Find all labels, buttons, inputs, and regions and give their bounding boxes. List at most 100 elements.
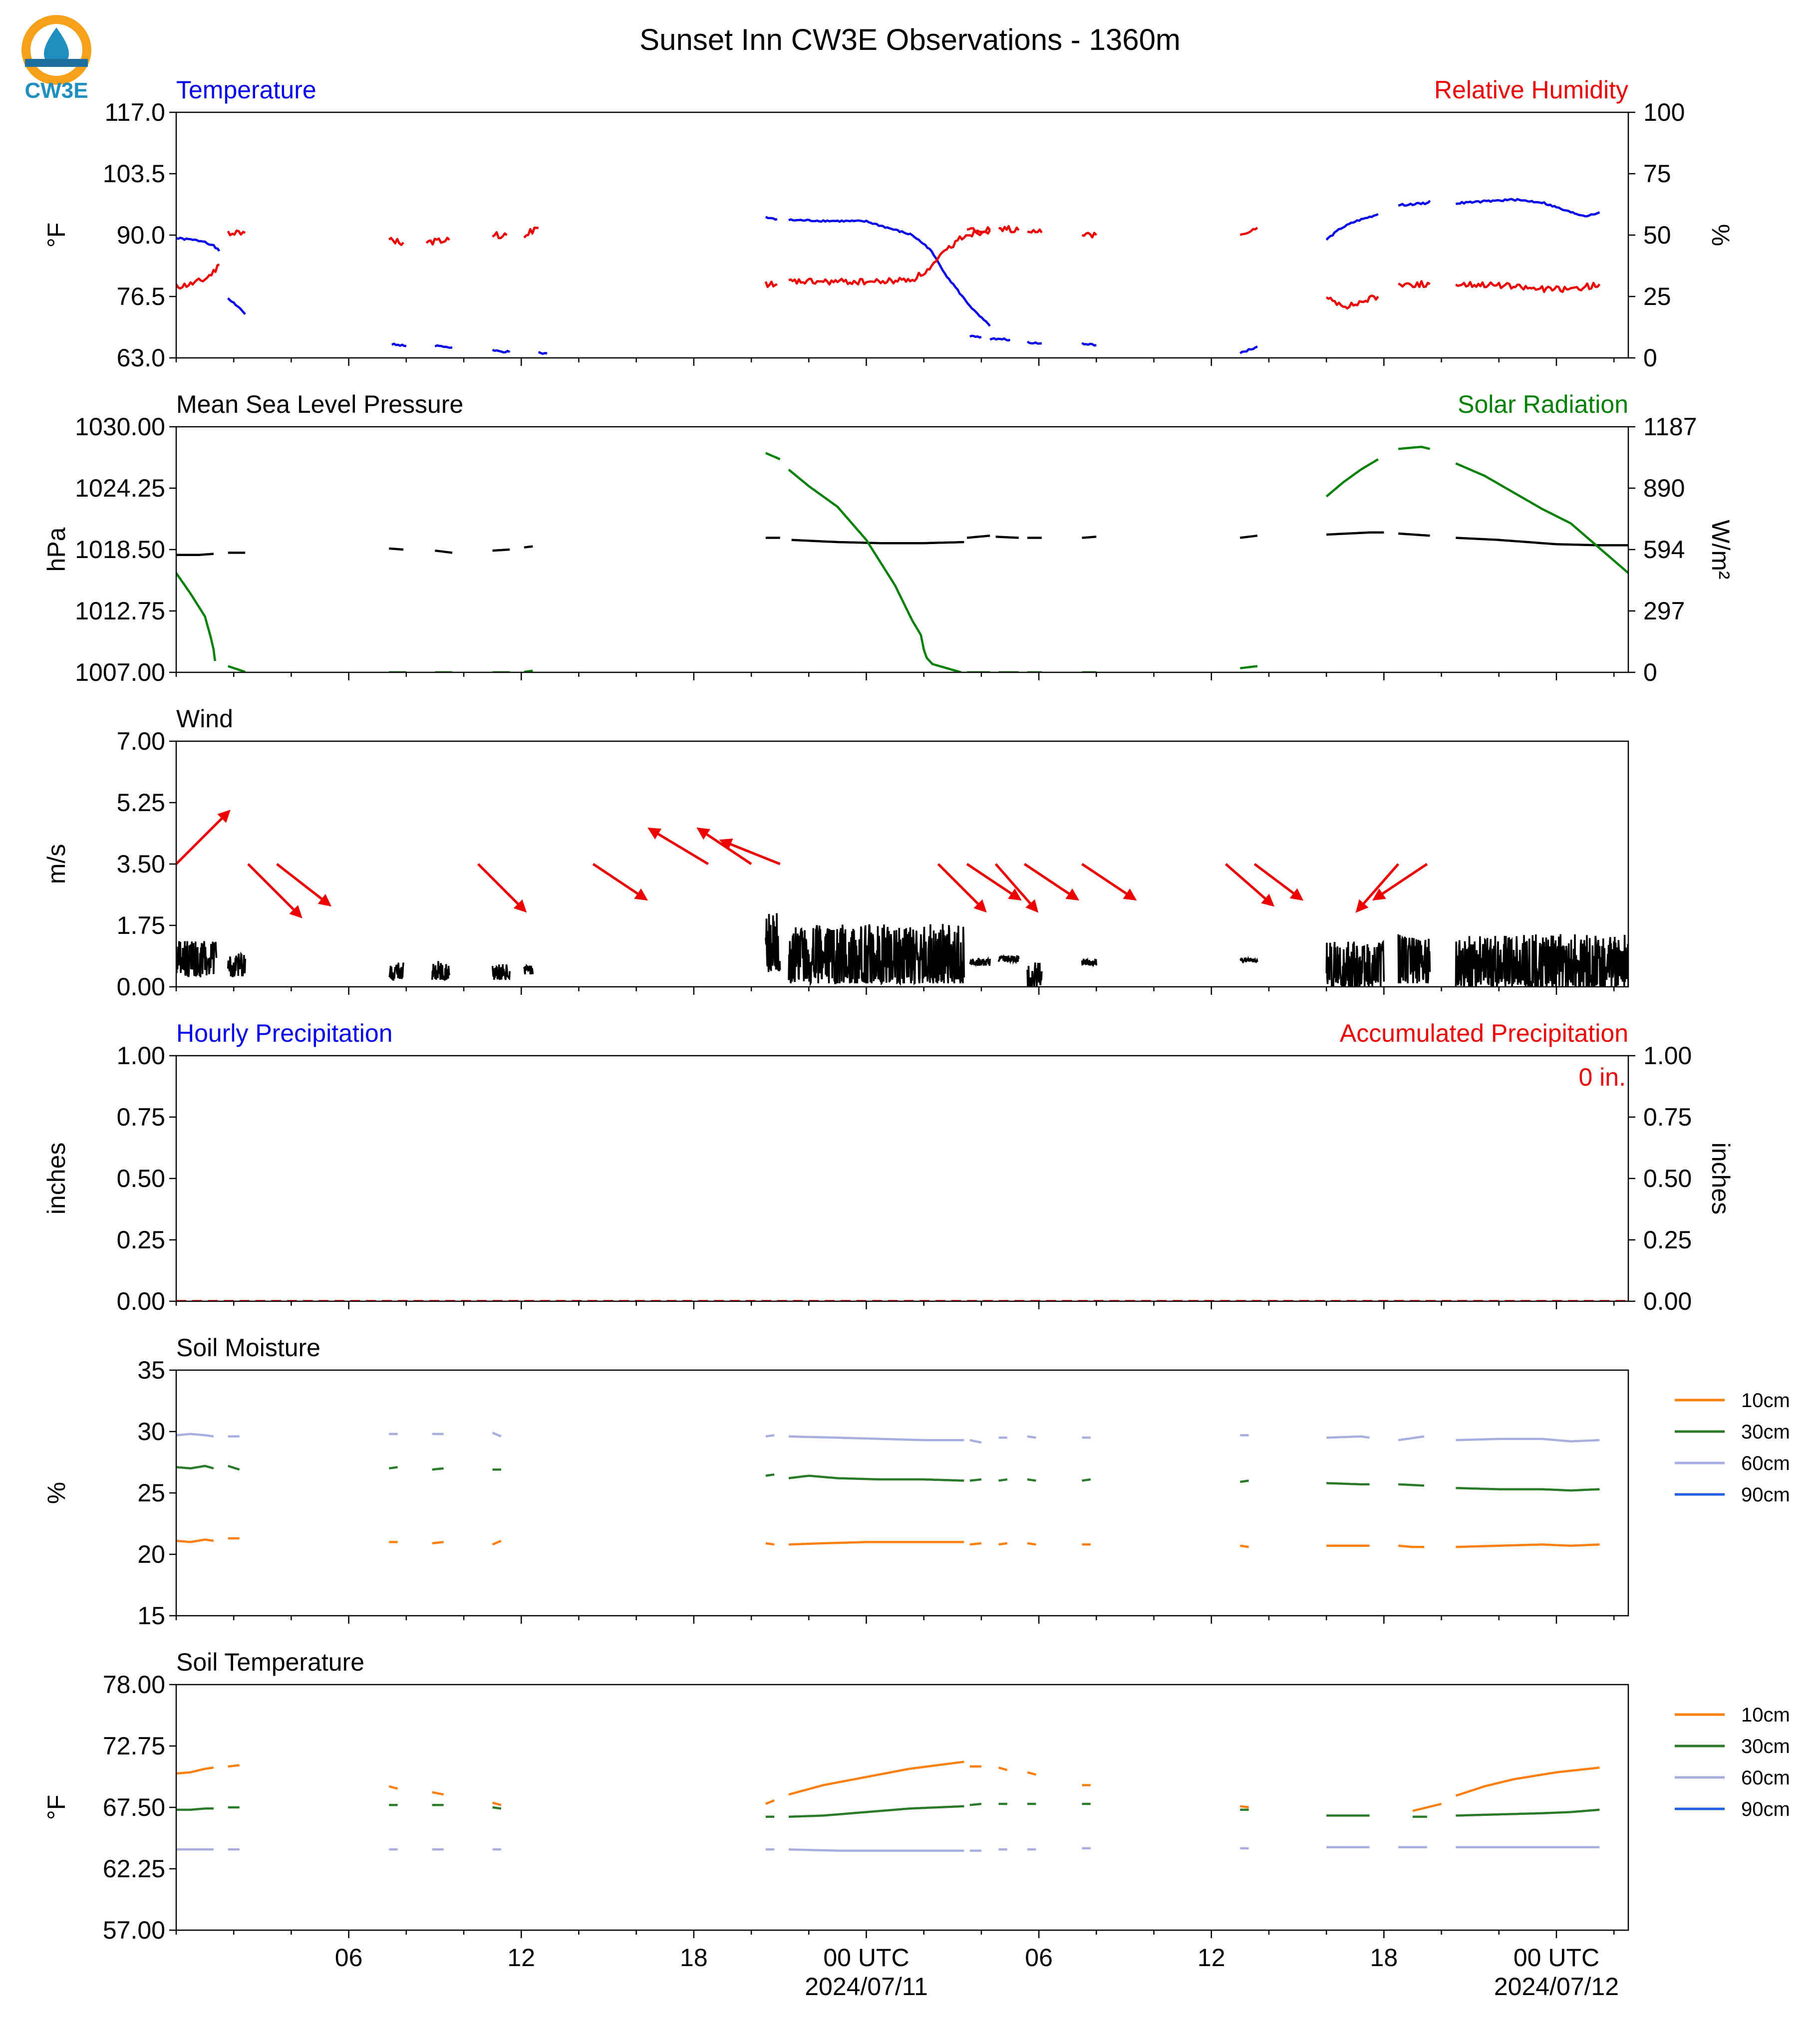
precip-total-annotation: 0 in.: [1578, 1063, 1626, 1091]
series-line-right: [1027, 228, 1043, 234]
series-line-right: [492, 231, 508, 240]
x-date-label: 2024/07/11: [805, 1973, 928, 2001]
series-line-left: [1026, 340, 1042, 345]
panel-2: Mean Sea Level Pressure Solar Radiation 10…: [42, 390, 1735, 686]
panel-frame: [175, 1369, 1629, 1617]
y-tick-label: 78.00: [103, 1671, 165, 1699]
y-right-tick-label: 1.00: [1643, 1042, 1692, 1070]
series-line-left: [1326, 531, 1384, 536]
wind-direction-arrow: [477, 863, 527, 913]
series-line-10cm: [492, 1801, 502, 1806]
panel-frame: [175, 111, 1629, 359]
y-tick-label: 3.50: [117, 850, 165, 878]
wind-speed-line: [1026, 962, 1043, 987]
plot-area: [176, 1760, 1600, 1852]
wind-direction-arrow: [1372, 863, 1428, 901]
series-line-left: [176, 237, 221, 252]
series-line-right: [1398, 280, 1431, 289]
series-line-30cm: [388, 1466, 398, 1470]
series-line-10cm: [388, 1785, 398, 1790]
series-line-left: [1081, 342, 1097, 347]
y-tick-label: 35: [137, 1356, 165, 1384]
y-tick-label: 5.25: [117, 789, 165, 817]
legend-label: 10cm: [1741, 1390, 1790, 1412]
x-tick-label: 12: [507, 1944, 535, 1972]
series-line-right: [1455, 462, 1628, 574]
series-line-30cm: [228, 1464, 240, 1471]
wind-direction-arrow: [276, 863, 332, 907]
y-right-tick-label: 100: [1643, 98, 1685, 126]
series-line-30cm: [1239, 1479, 1249, 1483]
x-tick-label: 12: [1198, 1944, 1225, 1972]
x-tick-label: 00 UTC: [1514, 1944, 1599, 1972]
series-line-left: [434, 344, 453, 349]
y-tick-label: 1030.00: [75, 413, 165, 441]
series-line-left: [966, 534, 990, 539]
series-line-left: [765, 216, 778, 221]
logo-drop-icon: [44, 27, 69, 66]
series-line-right: [1398, 445, 1431, 450]
wind-speed-line: [227, 951, 246, 977]
panel-title-left: Hourly Precipitation: [176, 1019, 393, 1047]
x-date-label: 2024/07/12: [1494, 1973, 1619, 2001]
panel-title-right: Accumulated Precipitation: [1340, 1019, 1628, 1047]
panel-frame: [175, 426, 1629, 673]
x-tick-label: 06: [1025, 1944, 1053, 1972]
series-line-left: [1398, 532, 1430, 537]
series-line-10cm: [432, 1541, 444, 1545]
panel-frame: [175, 1055, 1629, 1302]
series-line-left: [1455, 198, 1600, 218]
wind-direction-arrow: [176, 810, 231, 865]
wind-direction-arrow: [1253, 863, 1304, 901]
y-right-tick-label: 0.75: [1643, 1103, 1692, 1131]
plot-area: [176, 198, 1601, 355]
series-line-10cm: [1027, 1542, 1036, 1546]
legend-label: 10cm: [1741, 1704, 1790, 1726]
series-line-10cm: [176, 1766, 214, 1775]
series-line-30cm: [1326, 1482, 1370, 1486]
series-line-10cm: [492, 1539, 502, 1546]
panel-title-left: Mean Sea Level Pressure: [176, 390, 463, 418]
series-line-right: [1325, 458, 1379, 498]
series-line-right: [523, 226, 539, 239]
series-line-left: [1325, 213, 1379, 241]
y-tick-label: 0.00: [117, 973, 165, 1001]
series-line-left: [788, 218, 991, 327]
series-line-10cm: [765, 1542, 775, 1546]
series-line-10cm: [1239, 1544, 1249, 1548]
y-tick-label: 1007.00: [75, 658, 165, 686]
series-line-10cm: [998, 1542, 1008, 1546]
y-right-axis-label: %: [1707, 224, 1735, 246]
wind-speed-line: [997, 954, 1020, 965]
y-tick-label: 63.0: [117, 344, 165, 372]
series-line-30cm: [969, 1802, 982, 1806]
panel-frame: [175, 740, 1629, 988]
series-line-right: [1455, 281, 1601, 293]
y-tick-label: 103.5: [103, 160, 165, 188]
panel-1: Temperature Relative Humidity 117.0 103.5 90…: [42, 76, 1735, 372]
series-line-30cm: [788, 1474, 964, 1482]
series-line-right: [228, 665, 246, 672]
legend-label: 90cm: [1741, 1798, 1790, 1820]
legend-label: 90cm: [1741, 1484, 1790, 1506]
wind-direction-arrow: [1355, 863, 1400, 913]
series-line-10cm: [765, 1799, 775, 1805]
wind-direction-arrow: [592, 863, 648, 901]
series-line-30cm: [176, 1464, 214, 1470]
y-tick-label: 0.25: [117, 1226, 165, 1254]
y-tick-label: 57.00: [103, 1916, 165, 1944]
series-line-30cm: [432, 1467, 444, 1471]
series-line-10cm: [228, 1764, 240, 1768]
y-tick-label: 1024.25: [75, 474, 165, 502]
wind-direction-arrow: [937, 863, 987, 913]
series-line-left: [538, 351, 548, 355]
y-tick-label: 1012.75: [75, 597, 165, 625]
series-line-60cm: [765, 1434, 775, 1438]
series-line-30cm: [1456, 1486, 1600, 1492]
wind-speed-line: [969, 956, 991, 967]
series-line-10cm: [176, 1538, 214, 1543]
y-tick-label: 62.25: [103, 1855, 165, 1883]
y-axis-label: hPa: [42, 527, 70, 572]
y-tick-label: 15: [137, 1602, 165, 1630]
y-right-tick-label: 890: [1643, 474, 1685, 502]
